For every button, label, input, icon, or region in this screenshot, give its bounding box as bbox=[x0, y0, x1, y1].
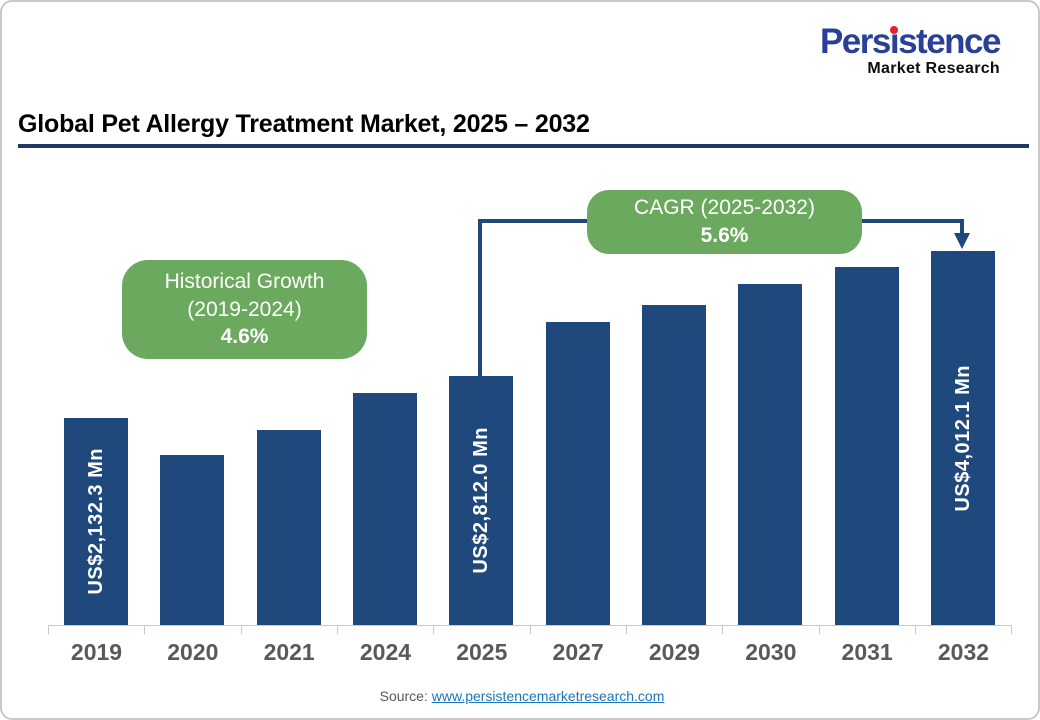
axis-tick bbox=[48, 625, 49, 634]
logo-brand-post: stence bbox=[898, 22, 1001, 61]
pmr-logo: Persı stence Market Research bbox=[819, 22, 1002, 78]
axis-tick bbox=[818, 625, 820, 634]
logo-letter-i: ı bbox=[889, 22, 900, 61]
axis-tick bbox=[914, 625, 916, 634]
bar-2024 bbox=[353, 393, 418, 625]
x-tick-label-2025: 2025 bbox=[456, 639, 508, 665]
bar-value-label-2032: US$4,012.1 Mn bbox=[951, 364, 974, 512]
cagr-callout: CAGR (2025-2032) 5.6% bbox=[587, 190, 862, 254]
bar-2030 bbox=[738, 284, 803, 625]
source-label: Source: bbox=[379, 688, 432, 704]
bar-value-label-2019: US$2,132.3 Mn bbox=[84, 448, 107, 595]
bar-2025: US$2,812.0 Mn bbox=[449, 376, 514, 625]
source-link[interactable]: www.persistencemarketresearch.com bbox=[431, 688, 665, 704]
axis-tick bbox=[625, 625, 627, 634]
x-tick-label-2024: 2024 bbox=[359, 639, 412, 665]
axis-tick bbox=[144, 625, 146, 634]
cagr-line1: CAGR (2025-2032) bbox=[634, 196, 815, 220]
logo-i-dot-icon bbox=[889, 26, 898, 34]
x-tick-label-2032: 2032 bbox=[937, 639, 990, 665]
bar-2031 bbox=[834, 267, 899, 625]
axis-tick bbox=[336, 625, 338, 634]
x-tick-label-2019: 2019 bbox=[70, 639, 123, 665]
source-line: Source: www.persistencemarketresearch.co… bbox=[2, 688, 1038, 704]
logo-subtitle: Market Research bbox=[867, 60, 1000, 77]
x-tick-label-2031: 2031 bbox=[841, 639, 893, 665]
x-tick-label-2021: 2021 bbox=[263, 639, 315, 665]
axis-tick bbox=[1011, 625, 1013, 634]
bar-2027 bbox=[545, 322, 610, 625]
x-tick-label-2029: 2029 bbox=[648, 639, 701, 665]
x-tick-label-2027: 2027 bbox=[552, 639, 604, 665]
historical-growth-line2: (2019-2024) bbox=[187, 297, 302, 321]
axis-tick bbox=[722, 625, 724, 634]
bar-2032: US$4,012.1 Mn bbox=[931, 251, 996, 625]
bar-2019: US$2,132.3 Mn bbox=[64, 418, 129, 625]
title-underline bbox=[18, 144, 1029, 148]
x-tick-label-2030: 2030 bbox=[745, 639, 797, 665]
bar-2020 bbox=[160, 455, 225, 625]
logo-brand-pre: Pers bbox=[819, 22, 891, 61]
axis-tick bbox=[240, 625, 242, 634]
historical-growth-value: 4.6% bbox=[220, 325, 269, 349]
cagr-value: 5.6% bbox=[700, 224, 749, 247]
axis-tick bbox=[529, 625, 531, 634]
bar-2029 bbox=[642, 305, 707, 625]
axis-tick bbox=[433, 625, 435, 634]
logo-i-glyph: ı bbox=[889, 22, 900, 61]
bar-2021 bbox=[256, 430, 321, 625]
page-title: Global Pet Allergy Treatment Market, 202… bbox=[18, 110, 590, 138]
bar-value-label-2025: US$2,812.0 Mn bbox=[469, 427, 492, 574]
logo-brand-text: Persı stence bbox=[819, 22, 1002, 61]
historical-growth-callout: Historical Growth (2019-2024) 4.6% bbox=[122, 260, 367, 359]
x-tick-label-2020: 2020 bbox=[167, 639, 219, 665]
historical-growth-line1: Historical Growth bbox=[164, 269, 325, 293]
